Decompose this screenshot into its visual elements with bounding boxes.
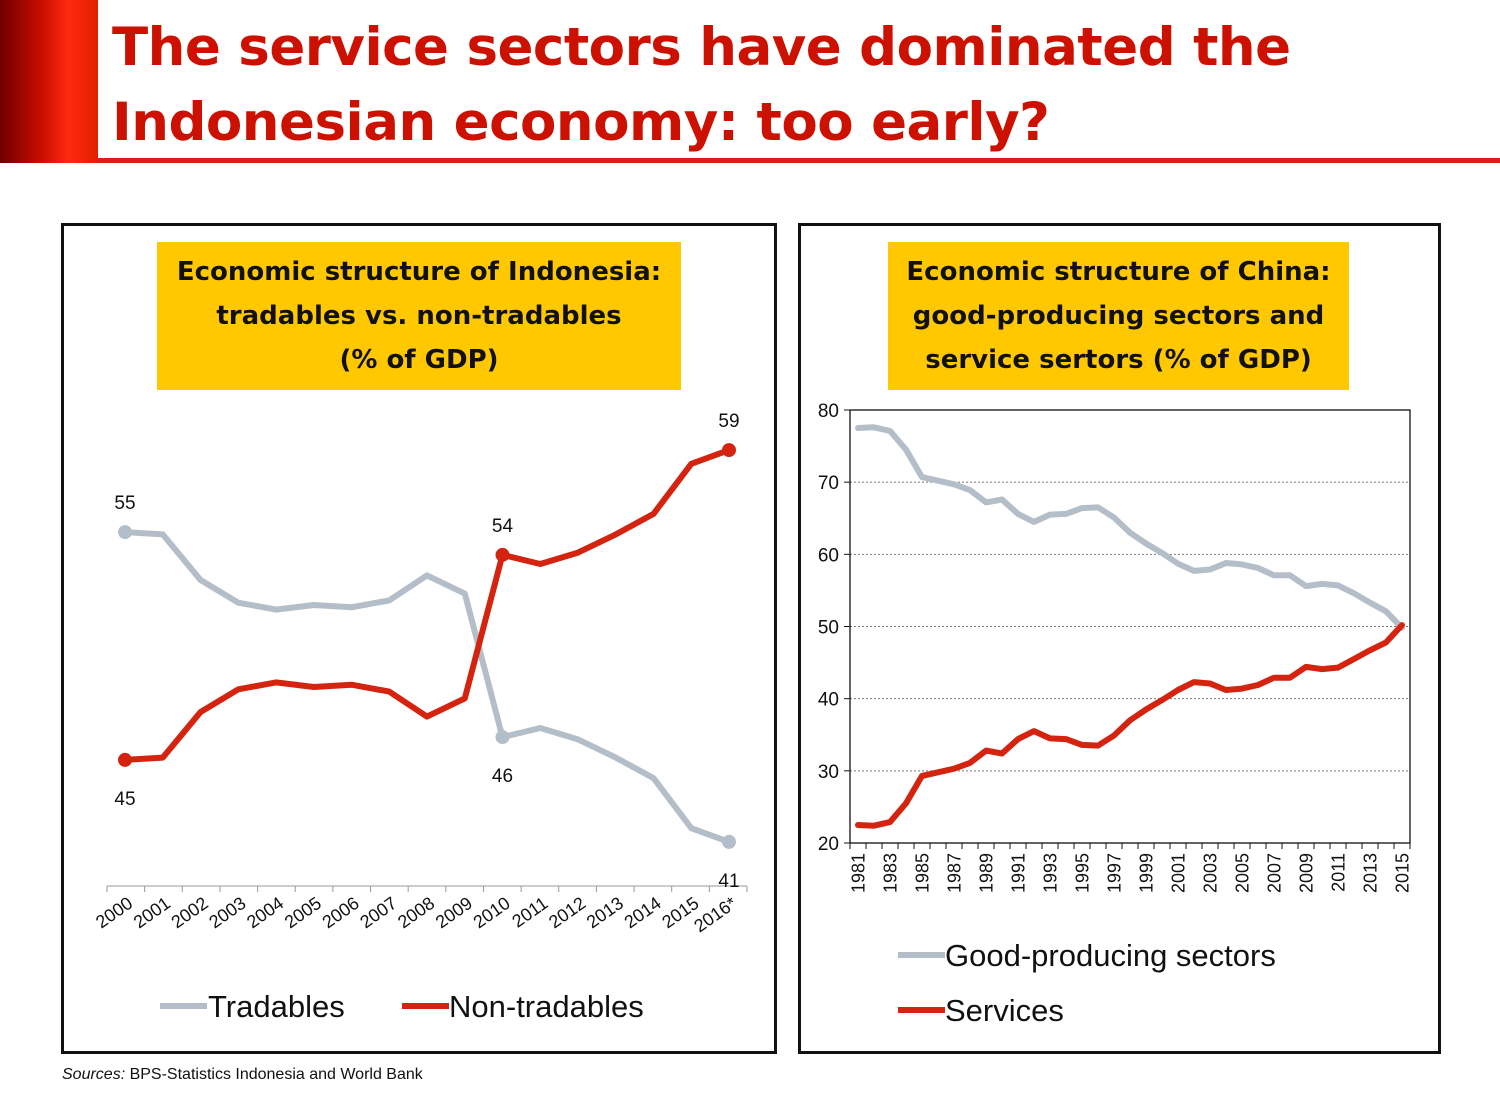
non-tradables-point: [495, 547, 510, 562]
china-chart-title-line-1: Economic structure of China:: [906, 257, 1331, 287]
slide-title-line-2: Indonesian economy: too early?: [112, 92, 1050, 153]
china-x-tick-label: 2007: [1264, 853, 1284, 893]
non-tradables-legend-label: Non-tradables: [449, 989, 644, 1024]
china-x-tick-label: 1981: [848, 853, 868, 893]
tradables-point: [495, 730, 510, 745]
indonesia-x-tick-label: 2013: [583, 893, 627, 932]
china-x-tick-label: 1991: [1008, 853, 1028, 893]
indonesia-x-tick-label: 2007: [356, 893, 400, 932]
indonesia-x-tick-label: 2003: [205, 893, 249, 932]
china-x-tick-label: 1983: [880, 853, 900, 893]
china-x-tick-label: 1995: [1072, 853, 1092, 893]
indonesia-x-tick-label: 2002: [168, 893, 212, 932]
china-y-tick-label: 70: [818, 473, 839, 494]
china-x-tick-label: 2013: [1360, 853, 1380, 893]
china-plot-area: [849, 409, 1411, 844]
indonesia-chart-title-line-1: Economic structure of Indonesia:: [176, 257, 662, 287]
china-y-tick-label: 20: [818, 834, 839, 855]
china-x-tick-label: 2001: [1168, 853, 1188, 893]
indonesia-chart-title-line-2: tradables vs. non-tradables: [216, 301, 622, 331]
indonesia-x-tick-label: 2001: [130, 893, 174, 932]
china-chart-title: Economic structure of China: good-produc…: [888, 242, 1349, 390]
indonesia-x-tick-label: 2011: [508, 893, 551, 932]
services-legend-label: Services: [945, 993, 1064, 1028]
indonesia-x-tick-label: 2016*: [690, 893, 740, 936]
indonesia-x-tick-label: 2010: [470, 893, 514, 932]
indonesia-x-tick-label: 2008: [394, 893, 438, 932]
tradables-point: [118, 525, 132, 540]
title-accent-bar: [0, 0, 98, 163]
title-underline: [98, 158, 1500, 163]
indonesia-data-label: 54: [492, 516, 514, 537]
indonesia-x-tick-label: 2014: [621, 893, 665, 932]
non-tradables-point: [722, 443, 736, 458]
sources-text: BPS-Statistics Indonesia and World Bank: [125, 1066, 423, 1083]
china-x-tick-label: 1993: [1040, 853, 1060, 893]
china-chart-title-line-2: good-producing sectors and: [912, 301, 1325, 331]
indonesia-data-label: 46: [492, 766, 513, 787]
china-x-tick-label: 1997: [1104, 853, 1124, 893]
services-line: [855, 622, 1405, 829]
goods-legend-label: Good-producing sectors: [945, 938, 1276, 973]
indonesia-data-label: 59: [718, 411, 739, 432]
indonesia-data-label: 45: [114, 789, 135, 810]
china-x-tick-label: 2011: [1328, 853, 1348, 892]
slide-title-line-1: The service sectors have dominated the: [112, 17, 1291, 78]
slide-title: The service sectors have dominated the I…: [112, 10, 1492, 160]
china-chart-title-line-3: service sertors (% of GDP): [925, 345, 1312, 375]
china-y-tick-label: 60: [818, 545, 839, 566]
china-y-tick-label: 80: [818, 401, 839, 422]
non-tradables-point: [118, 752, 132, 767]
indonesia-x-tick-label: 2012: [545, 893, 589, 932]
china-x-tick-label: 1985: [912, 853, 932, 893]
china-y-tick-label: 50: [818, 618, 839, 639]
indonesia-x-tick-label: 2005: [281, 893, 325, 932]
tradables-point: [722, 834, 736, 849]
indonesia-data-label: 41: [718, 871, 739, 892]
indonesia-chart-title: Economic structure of Indonesia: tradabl…: [157, 242, 681, 390]
tradables-line: [122, 529, 732, 845]
indonesia-x-tick-label: 2004: [243, 893, 287, 932]
china-x-tick-label: 1987: [944, 853, 964, 893]
china-x-tick-label: 2005: [1232, 853, 1252, 893]
china-x-tick-label: 2003: [1200, 853, 1220, 893]
tradables-legend-label: Tradables: [208, 989, 345, 1024]
china-x-tick-label: 1999: [1136, 853, 1156, 893]
indonesia-x-tick-label: 2009: [432, 893, 476, 932]
indonesia-chart-title-line-3: (% of GDP): [339, 345, 499, 375]
china-y-tick-label: 40: [818, 690, 839, 711]
china-x-tick-label: 1989: [976, 853, 996, 893]
china-y-tick-label: 30: [818, 762, 839, 783]
china-x-tick-label: 2009: [1296, 853, 1316, 893]
indonesia-x-tick-label: 2000: [92, 893, 136, 932]
indonesia-x-tick-label: 2006: [319, 893, 363, 932]
sources-label: Sources:: [62, 1066, 126, 1083]
sources-note: Sources: BPS-Statistics Indonesia and Wo…: [62, 1066, 423, 1084]
non-tradables-line: [122, 447, 732, 763]
indonesia-data-label: 55: [114, 493, 135, 514]
goods-sectors-line: [855, 424, 1405, 631]
china-x-tick-label: 2015: [1392, 853, 1412, 893]
